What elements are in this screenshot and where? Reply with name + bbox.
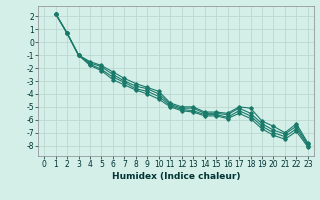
X-axis label: Humidex (Indice chaleur): Humidex (Indice chaleur) [112, 172, 240, 181]
